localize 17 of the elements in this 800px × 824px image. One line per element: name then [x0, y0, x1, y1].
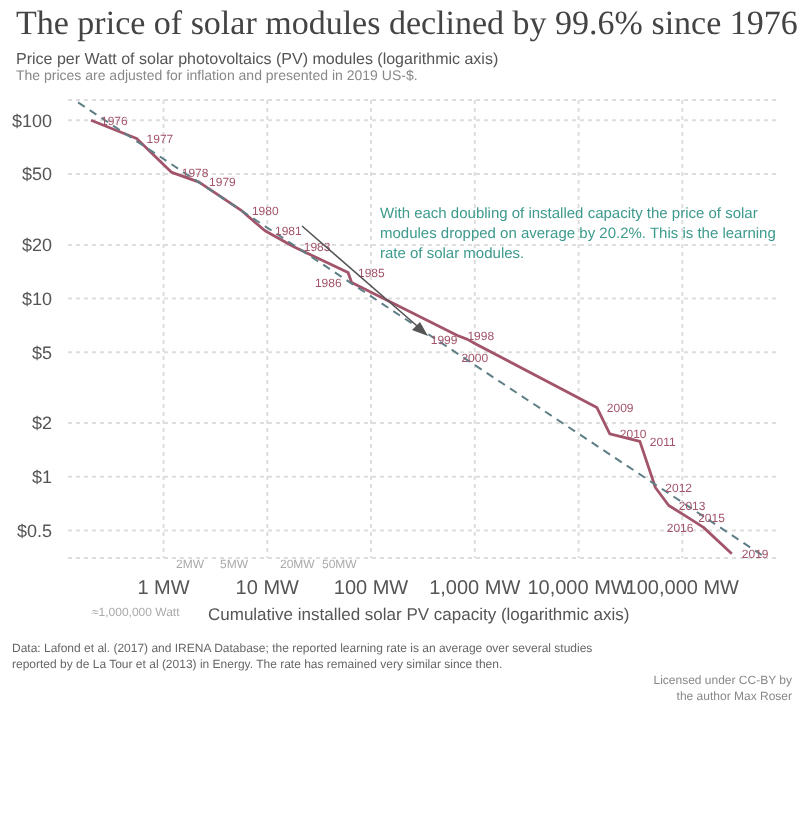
y-tick-label: $5 [31, 342, 52, 363]
y-tick-label: $100 [11, 110, 52, 131]
x-tick-label: 10,000 MW [527, 578, 631, 600]
x-tick-label: 100,000 MW [625, 578, 741, 600]
x-tick-label: 1,000 MW [429, 578, 522, 600]
x-tick-label: 10 MW [235, 578, 301, 600]
y-tick-label: $0.5 [16, 520, 52, 541]
y-axis-title: Price per Watt of solar photovoltaics (PV) modules (logarithmic axis) [16, 50, 499, 68]
x-tick-label: 1 MW [137, 578, 191, 600]
x-axis-title: Cumulative installed solar PV capacity (logarithmic axis) [208, 604, 630, 624]
y-tick-label: $20 [21, 235, 52, 256]
chart-title: The price of solar modules declined by 99.6% since 1976 [16, 4, 798, 44]
y-tick-label: $1 [31, 467, 52, 488]
y-tick-label: $2 [31, 413, 52, 434]
y-tick-label: $10 [21, 288, 52, 309]
x-tick-label: 100 MW [333, 578, 410, 600]
y-tick-label: $50 [21, 164, 52, 185]
